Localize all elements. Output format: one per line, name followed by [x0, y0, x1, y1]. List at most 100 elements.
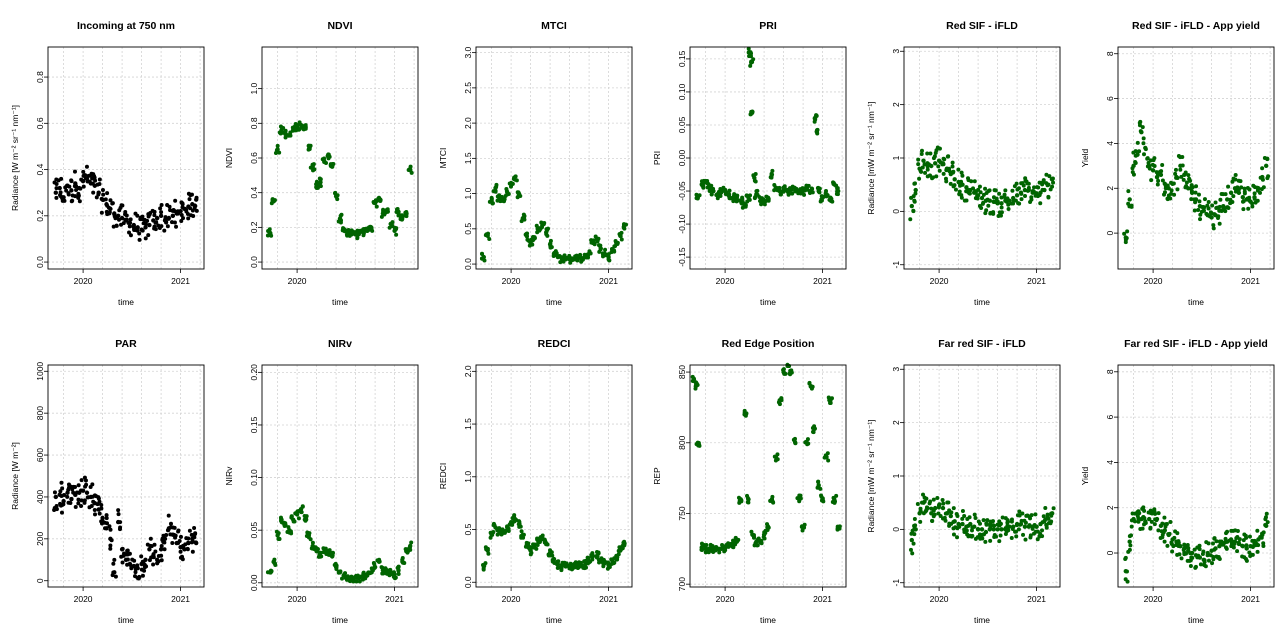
data-point — [700, 183, 705, 188]
data-point — [364, 226, 369, 231]
data-point — [1165, 543, 1170, 548]
data-point — [932, 154, 937, 159]
data-point — [292, 519, 297, 524]
x-tick-label: 2020 — [930, 594, 949, 604]
data-point — [304, 517, 309, 522]
data-point — [147, 547, 152, 552]
y-tick-label: 8 — [1105, 369, 1115, 374]
data-point — [194, 195, 199, 200]
data-point — [103, 197, 108, 202]
x-tick-label: 2020 — [1144, 276, 1163, 286]
plot-frame — [1117, 364, 1275, 588]
data-point — [1137, 120, 1142, 125]
data-point — [582, 566, 587, 571]
data-point — [913, 523, 918, 528]
data-point — [76, 483, 81, 488]
series-points — [265, 120, 414, 241]
data-point — [1025, 513, 1030, 518]
chart-title: Far red SIF - iFLD — [938, 338, 1026, 350]
x-tick-label: 2020 — [74, 594, 93, 604]
data-point — [107, 211, 112, 216]
data-point — [166, 216, 171, 221]
x-tick-label: 2020 — [716, 276, 735, 286]
data-point — [830, 500, 835, 505]
data-point — [108, 543, 113, 548]
data-point — [589, 553, 594, 558]
data-point — [79, 478, 84, 483]
data-point — [550, 553, 555, 558]
x-tick-label: 2021 — [385, 594, 404, 604]
data-point — [1019, 197, 1024, 202]
data-point — [997, 539, 1002, 544]
x-tick-label: 2021 — [813, 594, 832, 604]
data-point — [170, 540, 175, 545]
data-point — [802, 192, 807, 197]
plot-frame — [475, 364, 633, 588]
data-point — [959, 179, 964, 184]
data-point — [1160, 521, 1165, 526]
data-point — [978, 521, 983, 526]
data-point — [499, 194, 504, 199]
data-point — [342, 227, 347, 232]
data-point — [181, 545, 186, 550]
data-point — [947, 508, 952, 513]
data-point — [819, 198, 824, 203]
data-point — [1045, 515, 1050, 520]
data-point — [1242, 186, 1247, 191]
data-point — [1194, 184, 1199, 189]
data-point — [1250, 552, 1255, 557]
y-tick-label: 1 — [891, 473, 901, 478]
data-point — [1252, 196, 1257, 201]
data-point — [1019, 191, 1024, 196]
data-point — [1014, 181, 1019, 186]
data-point — [145, 218, 150, 223]
data-point — [975, 196, 980, 201]
y-axis-label: NIRv — [224, 466, 234, 486]
data-point — [605, 252, 610, 257]
y-tick-label: 600 — [35, 448, 45, 462]
gridlines — [476, 365, 632, 587]
data-point — [999, 527, 1004, 532]
data-point — [1023, 537, 1028, 542]
y-tick-label: 0 — [891, 527, 901, 532]
data-point — [951, 519, 956, 524]
data-point — [950, 164, 955, 169]
data-point — [488, 535, 493, 540]
y-tick-label: 1000 — [35, 362, 45, 381]
data-point — [1002, 192, 1007, 197]
y-tick-label: 0 — [891, 209, 901, 214]
data-point — [1141, 505, 1146, 510]
data-point — [1225, 529, 1230, 534]
data-point — [578, 560, 583, 565]
data-point — [54, 186, 59, 191]
data-point — [1255, 528, 1260, 533]
data-point — [820, 496, 825, 501]
data-point — [969, 179, 974, 184]
data-point — [960, 521, 965, 527]
data-point — [960, 509, 965, 514]
data-point — [1261, 185, 1266, 190]
data-point — [997, 191, 1002, 196]
data-point — [1141, 141, 1146, 146]
data-point — [177, 538, 182, 543]
data-point — [751, 173, 756, 178]
data-point — [171, 208, 176, 213]
data-point — [1211, 226, 1216, 231]
data-point — [308, 537, 313, 542]
data-point — [137, 237, 142, 242]
chart-panel-4: -0.15 -0.10 -0.05 0.00 0.05 0.10 0.15 2020 2021 P… — [652, 20, 847, 307]
data-point — [76, 497, 81, 502]
data-point — [1193, 190, 1198, 195]
data-point — [371, 199, 376, 204]
data-point — [1264, 511, 1269, 516]
data-point — [66, 191, 71, 196]
data-point — [1123, 556, 1128, 561]
data-point — [91, 190, 96, 195]
data-point — [975, 527, 980, 532]
data-point — [596, 243, 601, 248]
data-point — [782, 371, 787, 376]
data-point — [293, 511, 298, 516]
data-point — [120, 203, 125, 208]
data-point — [304, 514, 309, 519]
x-axis-label: time — [118, 297, 134, 307]
